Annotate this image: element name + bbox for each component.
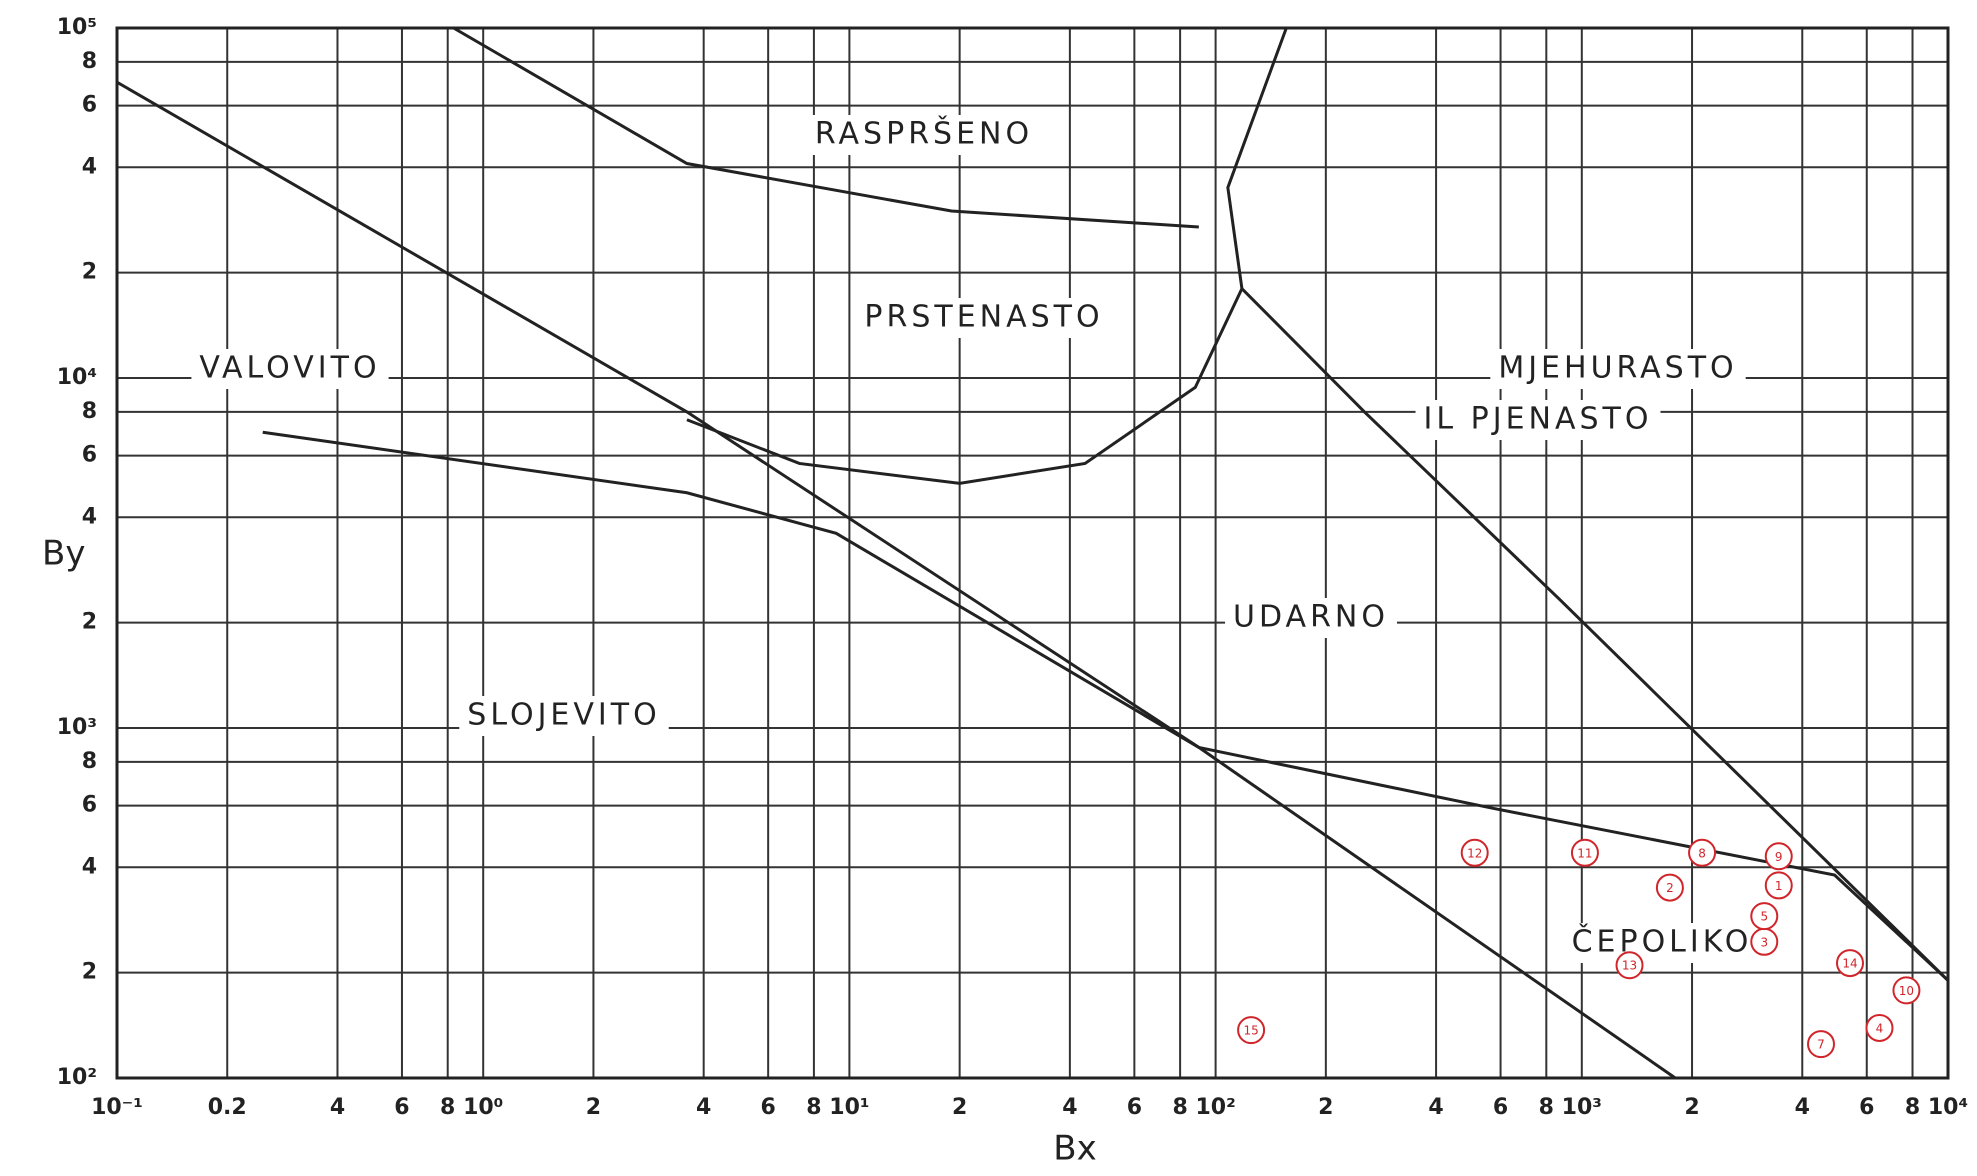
y-tick-label: 4 xyxy=(82,854,97,879)
x-tick-label: 8 xyxy=(806,1095,821,1120)
data-point xyxy=(1892,976,1921,1005)
x-tick-label: 2 xyxy=(586,1095,601,1120)
x-tick-label: 10⁻¹ xyxy=(91,1095,143,1120)
x-tick-label: 2 xyxy=(1318,1095,1333,1120)
y-tick-label: 2 xyxy=(82,960,97,985)
x-tick-label: 6 xyxy=(1493,1095,1508,1120)
region-label-bg xyxy=(1415,400,1661,440)
region-label: VALOVITO xyxy=(199,351,380,386)
regime-boundary xyxy=(452,26,1199,229)
point-label: 2 xyxy=(1666,881,1674,895)
point-label: 5 xyxy=(1760,910,1768,924)
region-label: ČEPOLIKO xyxy=(1572,923,1753,960)
data-point xyxy=(1865,1013,1894,1042)
x-tick-label: 4 xyxy=(1062,1095,1077,1120)
x-tick-label: 4 xyxy=(1795,1095,1810,1120)
point-label: 8 xyxy=(1698,846,1706,860)
region-label-bg xyxy=(856,298,1112,338)
y-tick-label: 6 xyxy=(82,793,97,818)
y-tick-label: 10⁴ xyxy=(57,365,97,390)
point-label: 15 xyxy=(1243,1024,1258,1038)
y-tick-label: 2 xyxy=(82,260,97,285)
region-label: SLOJEVITO xyxy=(467,698,660,733)
point-label: 12 xyxy=(1467,846,1482,860)
x-tick-label: 6 xyxy=(394,1095,409,1120)
y-axis-label: By xyxy=(42,534,85,574)
x-tick-label: 10¹ xyxy=(829,1095,869,1120)
x-tick-label: 8 xyxy=(1172,1095,1187,1120)
x-tick-label: 10⁴ xyxy=(1928,1095,1968,1120)
point-label: 3 xyxy=(1760,935,1768,949)
y-tick-label: 10³ xyxy=(57,715,97,740)
point-label: 14 xyxy=(1842,957,1857,971)
x-tick-label: 10³ xyxy=(1562,1095,1602,1120)
point-label: 10 xyxy=(1899,984,1914,998)
y-tick-label: 8 xyxy=(82,749,97,774)
region-label-bg xyxy=(1563,923,1761,963)
point-label: 7 xyxy=(1817,1038,1825,1052)
data-point xyxy=(1570,838,1599,867)
x-tick-label: 4 xyxy=(330,1095,345,1120)
x-tick-label: 10² xyxy=(1195,1095,1235,1120)
data-point xyxy=(1655,873,1684,902)
data-point xyxy=(1688,838,1717,867)
data-point xyxy=(1237,1016,1266,1045)
x-tick-label: 10⁰ xyxy=(463,1095,503,1120)
x-tick-label: 4 xyxy=(1428,1095,1443,1120)
y-tick-label: 2 xyxy=(82,610,97,635)
region-label: IL PJENASTO xyxy=(1424,402,1653,437)
x-tick-label: 8 xyxy=(440,1095,455,1120)
y-tick-label: 4 xyxy=(82,154,97,179)
region-label-bg xyxy=(1490,349,1746,389)
data-point xyxy=(1807,1030,1836,1059)
x-tick-label: 8 xyxy=(1539,1095,1554,1120)
region-label: RASPRŠENO xyxy=(815,115,1033,152)
y-tick-label: 10² xyxy=(57,1065,97,1090)
x-tick-label: 2 xyxy=(1684,1095,1699,1120)
regime-boundary xyxy=(262,430,1950,982)
data-point xyxy=(1764,842,1793,871)
y-tick-label: 8 xyxy=(82,49,97,74)
regime-boundary xyxy=(116,80,1677,1080)
y-tick-label: 6 xyxy=(82,93,97,118)
data-point xyxy=(1750,902,1779,931)
x-tick-label: 2 xyxy=(952,1095,967,1120)
y-tick-label: 4 xyxy=(82,504,97,529)
x-tick-label: 6 xyxy=(761,1095,776,1120)
data-point xyxy=(1764,871,1793,900)
region-label-bg xyxy=(806,115,1042,155)
point-label: 9 xyxy=(1775,850,1783,864)
plot-frame xyxy=(115,26,1950,1080)
point-label: 4 xyxy=(1876,1021,1884,1035)
region-label-bg xyxy=(1225,598,1397,638)
x-tick-label: 4 xyxy=(696,1095,711,1120)
region-label: PRSTENASTO xyxy=(864,300,1103,335)
regime-boundary xyxy=(1240,287,1950,982)
y-tick-label: 10⁵ xyxy=(57,15,97,40)
data-point xyxy=(1460,838,1489,867)
point-label: 1 xyxy=(1775,879,1783,893)
point-label: 11 xyxy=(1577,846,1592,860)
data-point xyxy=(1836,949,1865,978)
x-axis-label: Bx xyxy=(1053,1129,1096,1169)
region-label: MJEHURASTO xyxy=(1498,351,1737,386)
y-tick-label: 6 xyxy=(82,443,97,468)
data-point xyxy=(1615,951,1644,980)
regime-boundary xyxy=(686,27,1288,485)
region-label-bg xyxy=(459,696,669,736)
x-tick-label: 6 xyxy=(1859,1095,1874,1120)
x-tick-label: 0.2 xyxy=(208,1095,247,1120)
region-label-bg xyxy=(191,349,389,389)
region-label: UDARNO xyxy=(1233,600,1389,635)
y-tick-label: 8 xyxy=(82,399,97,424)
x-tick-label: 6 xyxy=(1127,1095,1142,1120)
x-tick-label: 8 xyxy=(1905,1095,1920,1120)
point-label: 13 xyxy=(1622,959,1637,973)
